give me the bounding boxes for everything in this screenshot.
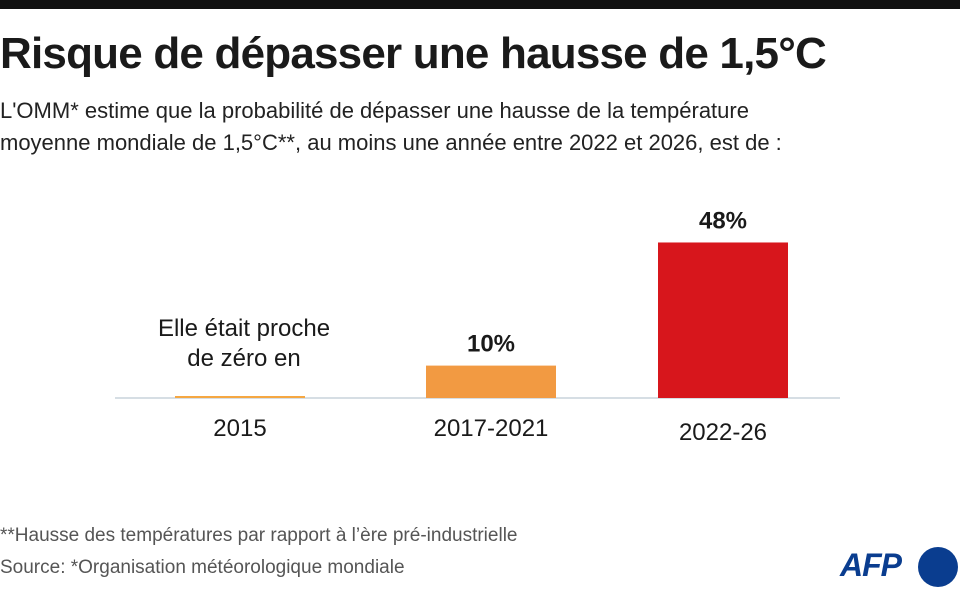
- afp-logo: AFP: [840, 543, 960, 587]
- bar-chart: 2015 10% 2017-2021 48% 2022-26 Elle était pro…: [115, 207, 840, 446]
- footnote-source: Source: *Organisation météorologique mon…: [0, 557, 405, 578]
- chart-title: Risque de dépasser une hausse de 1,5°C: [0, 29, 827, 78]
- data-label-2017-2021: 10%: [467, 331, 515, 358]
- top-rule: [0, 0, 960, 9]
- data-label-2022-26: 48%: [699, 207, 747, 234]
- subtitle-line-1: L'OMM* estime que la probabilité de dépa…: [0, 98, 749, 123]
- bar-2022-26: [658, 242, 788, 398]
- footnote-temperature: **Hausse des températures par rapport à …: [0, 525, 518, 546]
- subtitle-line-2: moyenne mondiale de 1,5°C**, au moins un…: [0, 130, 782, 155]
- bar-2017-2021: [426, 365, 556, 398]
- afp-logo-text: AFP: [840, 547, 902, 583]
- tick-label-2017-2021: 2017-2021: [434, 415, 549, 442]
- afp-logo-circle-icon: [918, 547, 958, 587]
- tick-label-2022-26: 2022-26: [679, 419, 767, 446]
- tick-label-2015: 2015: [213, 415, 266, 442]
- bar-2015: [175, 396, 305, 398]
- annotation-line-1: Elle était proche: [158, 315, 330, 342]
- annotation-line-2: de zéro en: [187, 345, 300, 372]
- chart-subtitle: L'OMM* estime que la probabilité de dépa…: [0, 95, 960, 159]
